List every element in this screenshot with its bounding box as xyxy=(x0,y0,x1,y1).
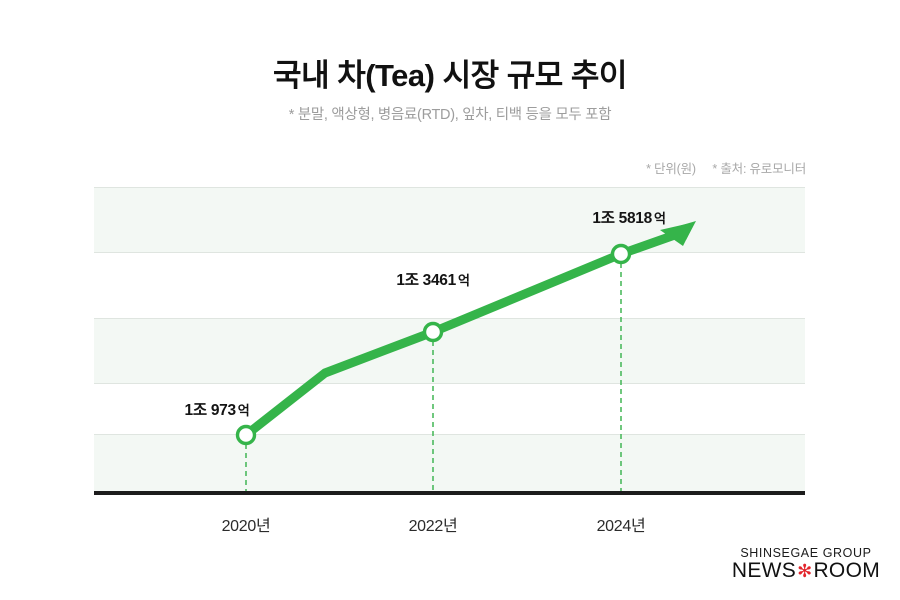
chart-subtitle: * 분말, 액상형, 병음료(RTD), 잎차, 티백 등을 모두 포함 xyxy=(288,107,612,123)
data-label-value: 1조 5818 xyxy=(592,210,652,227)
data-label: 1조 3461 억 xyxy=(396,268,470,290)
x-axis-tick-label: 2020년 xyxy=(221,518,271,535)
data-label-unit: 억 xyxy=(457,273,470,288)
page-title: 국내 차(Tea) 시장 규모 추이 xyxy=(273,58,627,93)
newsroom-logo: SHINSEGAE GROUP NEWS✻ROOM xyxy=(731,545,880,583)
data-label-value: 1조 973 xyxy=(184,402,237,419)
logo-group-text: SHINSEGAE GROUP xyxy=(740,545,872,560)
data-point-marker[interactable] xyxy=(422,321,444,343)
data-label-unit: 억 xyxy=(653,211,666,226)
logo-news-text: NEWS xyxy=(731,558,797,582)
flower-icon: ✻ xyxy=(797,560,813,581)
data-point-marker[interactable] xyxy=(610,243,632,265)
x-axis-line xyxy=(94,491,805,495)
grid-band-top xyxy=(94,187,805,253)
grid-band-bottom xyxy=(94,434,805,493)
logo-room-text: ROOM xyxy=(813,558,880,582)
logo-newsroom-text: NEWS✻ROOM xyxy=(731,558,880,582)
data-point-marker[interactable] xyxy=(235,424,257,446)
data-label: 1조 5818 억 xyxy=(592,206,666,228)
note-source: * 출처: 유로모니터 xyxy=(712,162,806,176)
note-unit: * 단위(원) xyxy=(646,162,696,176)
x-axis-tick-label: 2022년 xyxy=(408,518,458,535)
data-label-unit: 억 xyxy=(237,403,250,418)
x-axis-tick-label: 2024년 xyxy=(596,518,646,535)
data-label-value: 1조 3461 xyxy=(396,272,456,289)
trend-arrow-head-fill xyxy=(672,221,696,240)
chart-notes: * 단위(원) * 출처: 유로모니터 xyxy=(646,158,806,177)
data-label: 1조 973 억 xyxy=(185,398,250,420)
